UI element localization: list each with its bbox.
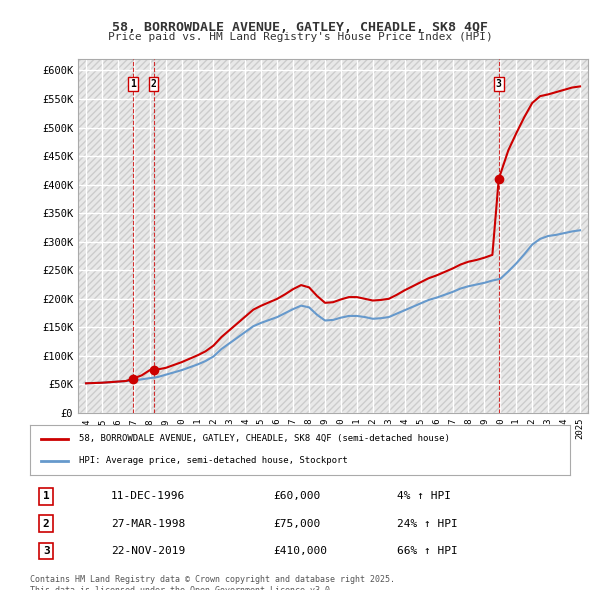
Text: 11-DEC-1996: 11-DEC-1996 — [111, 491, 185, 502]
Text: 3: 3 — [496, 79, 502, 88]
Text: 1: 1 — [130, 79, 136, 88]
Text: 27-MAR-1998: 27-MAR-1998 — [111, 519, 185, 529]
Text: 58, BORROWDALE AVENUE, GATLEY, CHEADLE, SK8 4QF: 58, BORROWDALE AVENUE, GATLEY, CHEADLE, … — [112, 21, 488, 34]
Text: 58, BORROWDALE AVENUE, GATLEY, CHEADLE, SK8 4QF (semi-detached house): 58, BORROWDALE AVENUE, GATLEY, CHEADLE, … — [79, 434, 449, 443]
Text: 2: 2 — [43, 519, 50, 529]
Text: 1: 1 — [43, 491, 50, 502]
Text: 66% ↑ HPI: 66% ↑ HPI — [397, 546, 458, 556]
Text: Price paid vs. HM Land Registry's House Price Index (HPI): Price paid vs. HM Land Registry's House … — [107, 32, 493, 42]
Text: £60,000: £60,000 — [273, 491, 320, 502]
Text: Contains HM Land Registry data © Crown copyright and database right 2025.
This d: Contains HM Land Registry data © Crown c… — [30, 575, 395, 590]
Text: 22-NOV-2019: 22-NOV-2019 — [111, 546, 185, 556]
Text: 4% ↑ HPI: 4% ↑ HPI — [397, 491, 451, 502]
Text: 3: 3 — [43, 546, 50, 556]
Text: £75,000: £75,000 — [273, 519, 320, 529]
Text: £410,000: £410,000 — [273, 546, 327, 556]
Text: 24% ↑ HPI: 24% ↑ HPI — [397, 519, 458, 529]
Text: 2: 2 — [151, 79, 157, 88]
Text: HPI: Average price, semi-detached house, Stockport: HPI: Average price, semi-detached house,… — [79, 457, 347, 466]
